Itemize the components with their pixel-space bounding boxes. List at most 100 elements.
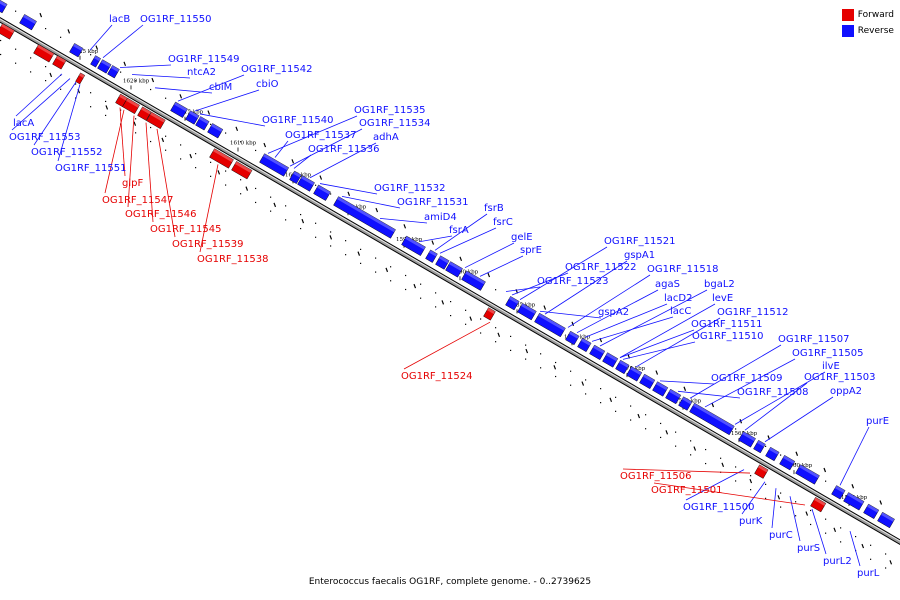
reverse-gene-label[interactable]: purL: [857, 568, 880, 579]
reverse-gene-label[interactable]: OG1RF_11536: [308, 144, 380, 155]
reverse-gene-label[interactable]: OG1RF_11540: [262, 115, 334, 126]
reverse-gene[interactable]: [831, 485, 846, 500]
reverse-gene[interactable]: [626, 366, 643, 382]
reverse-gene-label[interactable]: lacC: [670, 306, 691, 317]
reverse-gene-label[interactable]: OG1RF_11535: [354, 105, 426, 116]
reverse-gene[interactable]: [689, 402, 735, 436]
reverse-gene[interactable]: [678, 396, 693, 411]
forward-gene-label[interactable]: OG1RF_11546: [125, 209, 197, 220]
reverse-gene[interactable]: [435, 255, 450, 270]
reverse-gene-label[interactable]: OG1RF_11511: [691, 319, 763, 330]
reverse-gene[interactable]: [877, 511, 895, 529]
reverse-gene[interactable]: [297, 175, 315, 192]
reverse-gene[interactable]: [90, 55, 101, 68]
reverse-gene-label[interactable]: OG1RF_11522: [565, 262, 637, 273]
reverse-gene-label[interactable]: OG1RF_11552: [31, 147, 103, 158]
reverse-gene[interactable]: [313, 184, 331, 201]
reverse-gene-label[interactable]: sprE: [520, 245, 542, 256]
reverse-gene-label[interactable]: bgaL2: [704, 279, 735, 290]
reverse-gene-label[interactable]: OG1RF_11553: [9, 132, 81, 143]
reverse-gene-label[interactable]: OG1RF_11500: [683, 502, 755, 513]
reverse-gene-label[interactable]: purC: [769, 530, 793, 541]
reverse-gene[interactable]: [170, 101, 188, 118]
forward-gene-label[interactable]: OG1RF_11501: [651, 485, 723, 496]
reverse-gene-label[interactable]: OG1RF_11537: [285, 130, 357, 141]
forward-gene[interactable]: [146, 111, 166, 129]
reverse-gene-label[interactable]: agaS: [655, 279, 680, 290]
reverse-gene[interactable]: [765, 446, 780, 462]
reverse-gene[interactable]: [333, 196, 396, 239]
forward-gene-label[interactable]: OG1RF_11506: [620, 471, 692, 482]
reverse-gene-label[interactable]: gelE: [511, 232, 533, 243]
reverse-gene-label[interactable]: ilvE: [822, 361, 840, 372]
reverse-gene[interactable]: [517, 303, 537, 321]
forward-gene-label[interactable]: glpF: [122, 178, 143, 189]
forward-gene[interactable]: [754, 464, 769, 479]
forward-gene[interactable]: [231, 161, 253, 180]
reverse-gene[interactable]: [577, 337, 592, 353]
reverse-gene[interactable]: [195, 116, 210, 131]
forward-gene[interactable]: [0, 23, 15, 40]
reverse-gene-label[interactable]: fsrA: [449, 225, 469, 236]
reverse-gene[interactable]: [401, 235, 426, 256]
reverse-gene-label[interactable]: adhA: [373, 132, 399, 143]
reverse-gene[interactable]: [0, 0, 8, 14]
reverse-gene-label[interactable]: OG1RF_11508: [737, 387, 809, 398]
reverse-gene[interactable]: [445, 261, 463, 278]
reverse-gene-label[interactable]: OG1RF_11505: [792, 348, 864, 359]
reverse-gene-label[interactable]: purK: [739, 516, 763, 527]
reverse-gene[interactable]: [19, 14, 37, 31]
forward-gene-label[interactable]: OG1RF_11545: [150, 224, 222, 235]
reverse-gene-label[interactable]: fsrB: [484, 203, 504, 214]
reverse-gene-label[interactable]: OG1RF_11521: [604, 236, 676, 247]
reverse-gene-label[interactable]: gspA1: [624, 250, 655, 261]
reverse-gene[interactable]: [753, 439, 766, 454]
reverse-gene-label[interactable]: OG1RF_11542: [241, 64, 313, 75]
reverse-gene-label[interactable]: purS: [797, 543, 820, 554]
reverse-gene[interactable]: [289, 170, 302, 184]
reverse-gene[interactable]: [97, 59, 112, 74]
forward-gene[interactable]: [75, 72, 86, 85]
reverse-gene-label[interactable]: lacB: [109, 14, 130, 25]
reverse-gene[interactable]: [615, 359, 630, 375]
reverse-gene-label[interactable]: lacA: [13, 118, 34, 129]
reverse-gene-label[interactable]: OG1RF_11518: [647, 264, 719, 275]
reverse-gene[interactable]: [259, 153, 290, 177]
forward-gene[interactable]: [33, 44, 55, 63]
reverse-gene-label[interactable]: OG1RF_11551: [55, 163, 127, 174]
reverse-gene-label[interactable]: gspA2: [598, 307, 629, 318]
forward-gene-label[interactable]: OG1RF_11547: [102, 195, 174, 206]
reverse-gene-label[interactable]: OG1RF_11531: [397, 197, 469, 208]
forward-gene-label[interactable]: OG1RF_11524: [401, 371, 473, 382]
forward-gene[interactable]: [52, 55, 67, 70]
reverse-gene-label[interactable]: OG1RF_11509: [711, 373, 783, 384]
reverse-gene-label[interactable]: ntcA2: [187, 67, 216, 78]
forward-gene[interactable]: [483, 307, 496, 321]
reverse-gene[interactable]: [565, 330, 580, 346]
reverse-gene-label[interactable]: oppA2: [830, 386, 862, 397]
reverse-gene-label[interactable]: fsrC: [493, 217, 513, 228]
reverse-gene-label[interactable]: amiD4: [424, 212, 457, 223]
reverse-gene[interactable]: [425, 249, 438, 263]
reverse-gene[interactable]: [738, 431, 756, 448]
reverse-gene[interactable]: [779, 455, 796, 471]
reverse-gene-label[interactable]: levE: [712, 293, 733, 304]
reverse-gene[interactable]: [107, 65, 120, 79]
reverse-gene-label[interactable]: lacD2: [664, 293, 692, 304]
reverse-gene[interactable]: [207, 123, 224, 139]
reverse-gene[interactable]: [652, 381, 669, 397]
reverse-gene-label[interactable]: cbiO: [256, 79, 279, 90]
reverse-gene-label[interactable]: OG1RF_11523: [537, 276, 609, 287]
reverse-gene[interactable]: [461, 270, 486, 291]
reverse-gene[interactable]: [602, 352, 619, 368]
reverse-gene-label[interactable]: OG1RF_11550: [140, 14, 212, 25]
reverse-gene[interactable]: [505, 296, 520, 311]
reverse-gene[interactable]: [534, 312, 566, 338]
reverse-gene[interactable]: [185, 110, 200, 125]
reverse-gene[interactable]: [589, 344, 606, 361]
reverse-gene-label[interactable]: cbiM: [209, 82, 232, 93]
reverse-gene-label[interactable]: OG1RF_11532: [374, 183, 446, 194]
forward-gene-label[interactable]: OG1RF_11538: [197, 254, 269, 265]
forward-gene-label[interactable]: OG1RF_11539: [172, 239, 244, 250]
reverse-gene-label[interactable]: OG1RF_11510: [692, 331, 764, 342]
